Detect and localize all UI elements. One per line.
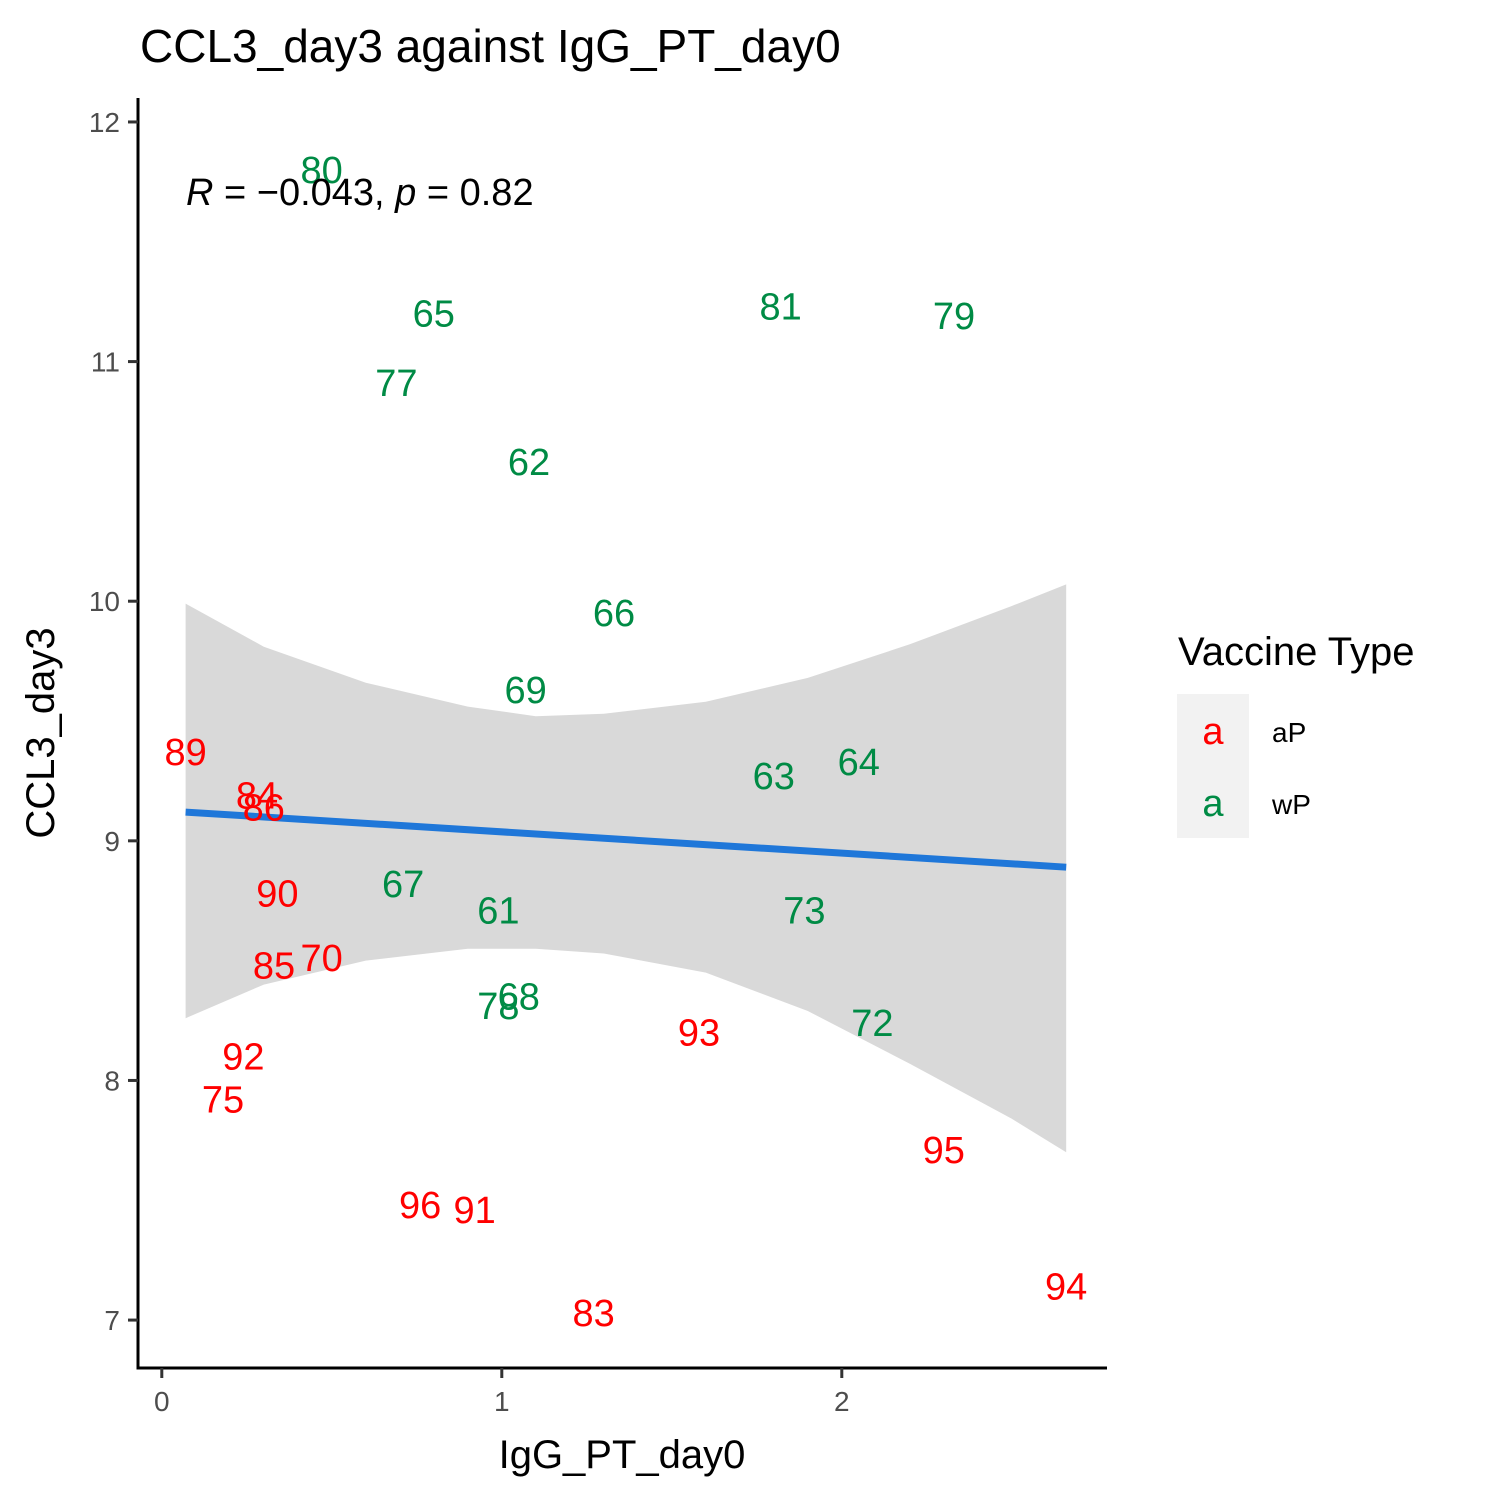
legend-key-wp: a	[1202, 783, 1224, 825]
point-label-79: 79	[933, 296, 975, 338]
y-tick-label: 12	[89, 107, 120, 138]
chart-title: CCL3_day3 against IgG_PT_day0	[140, 20, 841, 72]
p-symbol: p	[394, 172, 416, 214]
point-label-61: 61	[477, 890, 519, 932]
point-label-93: 93	[678, 1013, 720, 1055]
point-label-83: 83	[572, 1293, 614, 1335]
y-tick-label: 10	[89, 586, 120, 617]
regression-line	[185, 808, 1067, 871]
point-label-64: 64	[838, 742, 880, 784]
point-label-95: 95	[923, 1130, 965, 1172]
point-label-73: 73	[783, 890, 825, 932]
legend: Vaccine Type a aP a wP	[1177, 630, 1414, 838]
point-label-70: 70	[300, 938, 342, 980]
y-tick-label: 7	[104, 1305, 120, 1336]
point-label-65: 65	[413, 294, 455, 336]
legend-title: Vaccine Type	[1178, 630, 1414, 674]
confidence-band	[185, 584, 1067, 1153]
point-label-90: 90	[256, 874, 298, 916]
x-tick-label: 0	[154, 1386, 170, 1417]
point-label-68: 68	[498, 977, 540, 1019]
y-axis-label: CCL3_day3	[19, 627, 63, 838]
point-label-69: 69	[504, 670, 546, 712]
legend-label-wp: wP	[1271, 789, 1311, 820]
x-tick-label: 1	[494, 1386, 510, 1417]
point-label-75: 75	[202, 1080, 244, 1122]
point-label-77: 77	[375, 363, 417, 405]
x-tick-label: 2	[834, 1386, 850, 1417]
correlation-annotation: R = −0.043, p = 0.82	[186, 172, 534, 214]
point-label-92: 92	[222, 1036, 264, 1078]
point-label-84: 84	[236, 775, 278, 817]
legend-label-ap: aP	[1272, 717, 1306, 748]
point-label-72: 72	[851, 1003, 893, 1045]
point-label-89: 89	[164, 732, 206, 774]
y-tick-label: 8	[104, 1065, 120, 1096]
x-axis-ticks: 0 1 2	[154, 1368, 850, 1417]
point-label-94: 94	[1045, 1267, 1087, 1309]
legend-key-background	[1177, 694, 1249, 838]
r-symbol: R	[186, 172, 213, 214]
y-axis-ticks: 7 8 9 10 11 12	[89, 107, 138, 1336]
x-axis-label: IgG_PT_day0	[499, 1433, 746, 1477]
point-label-78: 78	[477, 986, 519, 1028]
legend-key-ap: a	[1202, 711, 1224, 753]
point-label-91: 91	[453, 1190, 495, 1232]
r-value: = −0.043,	[213, 172, 395, 214]
point-label-66: 66	[593, 593, 635, 635]
p-value: = 0.82	[416, 172, 533, 214]
point-label-80: 80	[300, 150, 342, 192]
point-label-62: 62	[508, 442, 550, 484]
point-label-85: 85	[253, 945, 295, 987]
y-tick-label: 11	[91, 347, 120, 378]
point-label-67: 67	[382, 864, 424, 906]
point-label-96: 96	[399, 1185, 441, 1227]
point-label-63: 63	[753, 756, 795, 798]
point-label-86: 86	[243, 787, 285, 829]
y-tick-label: 9	[104, 826, 120, 857]
point-label-81: 81	[759, 286, 801, 328]
